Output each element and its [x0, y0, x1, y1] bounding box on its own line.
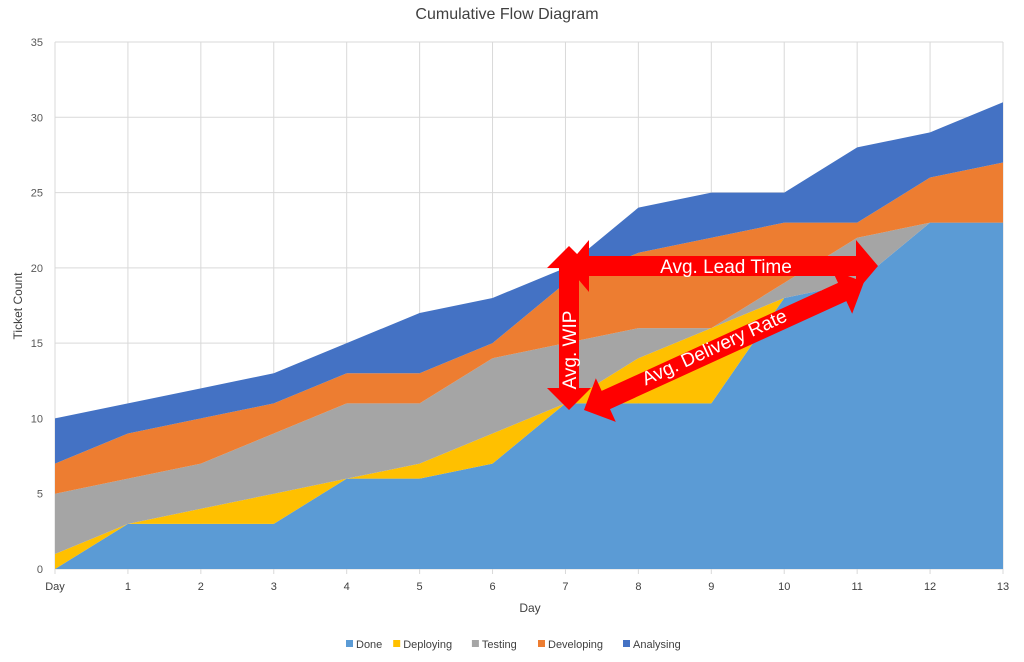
x-tick-label: Day [45, 581, 65, 593]
legend-swatch-testing [471, 640, 479, 647]
x-tick-label: 6 [489, 581, 495, 593]
x-tick-label: 9 [708, 581, 714, 593]
x-tick-label: 1 [125, 581, 131, 593]
legend: Done Deploying Testing Developing Analysing [346, 639, 681, 651]
area-deploying [55, 222, 1003, 569]
x-tick-label: 2 [198, 581, 204, 593]
x-axis-label: Day [519, 601, 540, 615]
y-axis-ticks: 0 5 10 15 20 25 30 35 [31, 37, 43, 576]
lead-time-arrow [567, 240, 878, 292]
legend-label-developing: Developing [548, 639, 603, 651]
wip-arrow [547, 246, 591, 410]
y-axis-label: Ticket Count [11, 272, 25, 340]
y-tick-label: 35 [31, 37, 43, 49]
x-tick-label: 13 [997, 581, 1009, 593]
x-tick-label: 12 [924, 581, 936, 593]
legend-swatch-done [346, 640, 353, 647]
legend-swatch-analysing [623, 640, 630, 647]
y-tick-label: 25 [31, 188, 43, 200]
x-tick-label: 4 [344, 581, 350, 593]
y-tick-label: 20 [31, 263, 43, 275]
area-developing [55, 162, 1003, 494]
y-tick-label: 30 [31, 112, 43, 124]
delivery-rate-arrow [584, 270, 864, 422]
legend-label-testing: Testing [482, 639, 517, 651]
lead-time-label: Avg. Lead Time [660, 257, 792, 278]
y-tick-label: 10 [31, 413, 43, 425]
y-tick-label: 5 [37, 489, 43, 501]
x-tick-label: 5 [417, 581, 423, 593]
chart-title: Cumulative Flow Diagram [415, 6, 598, 23]
area-done [55, 222, 1003, 569]
area-testing [55, 222, 1003, 554]
y-tick-label: 15 [31, 338, 43, 350]
x-tick-label: 10 [778, 581, 790, 593]
stacked-areas [55, 102, 1003, 569]
legend-label-analysing: Analysing [633, 639, 681, 651]
x-tick-label: 3 [271, 581, 277, 593]
legend-swatch-deploying [393, 640, 401, 647]
legend-label-done: Done [356, 639, 382, 651]
legend-label-deploying: Deploying [403, 639, 452, 651]
x-tick-label: 7 [562, 581, 568, 593]
x-tick-label: 8 [635, 581, 641, 593]
y-tick-label: 0 [37, 564, 43, 576]
legend-swatch-developing [538, 640, 545, 647]
x-axis-ticks: Day 1 2 3 4 5 6 7 8 9 10 11 12 13 [45, 581, 1009, 593]
x-tick-label: 11 [851, 581, 862, 593]
area-analysing [55, 102, 1003, 464]
wip-label: Avg. WIP [560, 311, 581, 390]
